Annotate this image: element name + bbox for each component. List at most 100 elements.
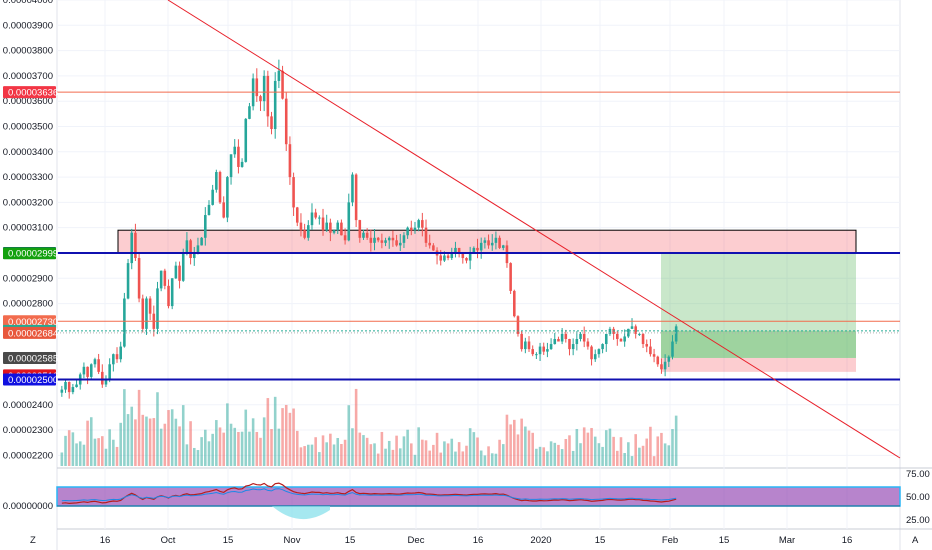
volume-bar xyxy=(398,448,402,466)
oscillator-scale-label: 25.00 xyxy=(906,515,930,526)
candle-body xyxy=(310,212,314,226)
volume-bar xyxy=(571,450,575,466)
candle-body xyxy=(501,245,505,248)
candle-body xyxy=(104,379,108,385)
volume-bar xyxy=(340,444,343,466)
candle-body xyxy=(340,222,343,236)
zoom-icon: Z xyxy=(30,535,36,546)
volume-bar xyxy=(490,453,494,466)
volume-bar xyxy=(557,444,560,466)
volume-bar xyxy=(590,427,593,466)
candle-body xyxy=(207,204,211,216)
volume-bar xyxy=(218,427,222,466)
candle-body xyxy=(645,344,649,347)
volume-bar xyxy=(192,447,196,466)
volume-bar xyxy=(229,423,233,466)
volume-bar xyxy=(126,414,130,466)
volume-bar xyxy=(75,443,78,466)
candle-body xyxy=(215,172,218,190)
volume-bar xyxy=(145,416,148,466)
candle-body xyxy=(604,333,608,345)
time-tick-label: Mar xyxy=(779,535,795,546)
oscillator-pane: 75.00 50.00 25.00 0.00000000 xyxy=(3,469,930,526)
volume-bar xyxy=(244,409,248,466)
candle-body xyxy=(564,333,568,339)
candle-body xyxy=(384,240,387,243)
candle-body xyxy=(97,359,100,372)
volume-bar xyxy=(527,430,531,466)
time-tick-label: 16 xyxy=(100,535,111,546)
candle-body xyxy=(509,263,512,291)
profit-zone xyxy=(661,252,856,358)
volume-bar xyxy=(513,419,516,466)
candle-body xyxy=(321,217,325,231)
volume-bar xyxy=(71,432,75,466)
volume-bar xyxy=(535,448,538,466)
volume-bar xyxy=(663,443,667,466)
price-tag xyxy=(3,315,56,328)
volume-bar xyxy=(465,445,468,466)
candle-body xyxy=(369,237,373,243)
price-tag xyxy=(3,247,56,260)
volume-bar xyxy=(432,444,435,466)
volume-bar xyxy=(211,433,214,466)
candle-body xyxy=(218,172,222,203)
candle-body xyxy=(446,255,450,259)
candle-body xyxy=(123,298,126,347)
candle-body xyxy=(387,237,391,241)
candle-body xyxy=(273,80,277,130)
trend-line xyxy=(167,0,901,459)
volume-bar xyxy=(641,445,645,466)
candle-body xyxy=(281,70,284,99)
signal-line xyxy=(61,488,677,502)
candle-body xyxy=(347,202,351,241)
volume-bar xyxy=(384,448,387,466)
volume-bar xyxy=(568,435,571,466)
volume-bar xyxy=(652,456,656,466)
volume-bar xyxy=(89,417,93,466)
candle-body xyxy=(476,247,479,251)
candle-body xyxy=(303,230,306,238)
volume-bar xyxy=(347,405,351,466)
candle-body xyxy=(141,298,145,329)
volume-bar xyxy=(60,452,64,466)
candle-body xyxy=(137,258,141,299)
candle-body xyxy=(424,227,428,243)
candle-body xyxy=(75,384,78,388)
candle-body xyxy=(248,106,251,119)
candle-body xyxy=(351,174,354,203)
volume-bar xyxy=(310,444,314,466)
volume-bar xyxy=(284,404,288,466)
candle-body xyxy=(336,222,340,231)
volume-bar xyxy=(82,444,86,466)
candle-body xyxy=(575,338,579,345)
volume-bar xyxy=(181,405,185,466)
candle-body xyxy=(513,290,516,317)
candle-body xyxy=(656,356,660,365)
volume-bar xyxy=(358,432,362,466)
candle-body xyxy=(86,366,89,377)
volume-bar xyxy=(627,442,630,466)
volume-bar xyxy=(439,452,443,466)
candle-body xyxy=(663,361,667,370)
candle-body xyxy=(115,354,119,360)
volume-bar xyxy=(130,406,134,466)
volume-bar xyxy=(479,450,483,466)
candle-body xyxy=(222,202,225,218)
volume-bar xyxy=(64,435,67,466)
volume-bar xyxy=(634,434,637,466)
volume-bar xyxy=(325,442,328,466)
volume-bar xyxy=(443,441,446,466)
volume-bar xyxy=(616,450,619,466)
price-tag xyxy=(3,86,56,99)
histogram-dip xyxy=(272,506,330,520)
candle-body xyxy=(211,189,214,205)
volume-bar xyxy=(376,453,380,466)
volume-bar xyxy=(174,418,178,466)
candle-body xyxy=(204,215,207,238)
candle-body xyxy=(413,227,417,231)
price-tag-label: 0.00002500 xyxy=(8,375,58,386)
candle-body xyxy=(461,252,465,259)
candle-body xyxy=(516,316,520,334)
volume-bar xyxy=(362,435,365,466)
